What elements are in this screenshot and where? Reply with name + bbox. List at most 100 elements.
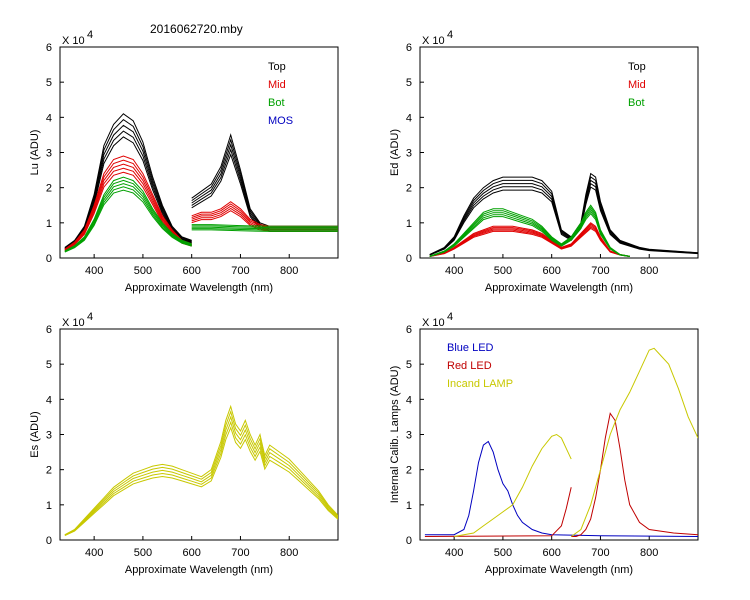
es-x-axis-label: Approximate Wavelength (nm) [125,564,273,576]
lamps-plot-area [424,347,698,537]
lu-series-mid-line [191,201,338,227]
lamps-legend-item: Red LED [447,360,492,372]
lamps-y-axis-label: Internal Calib. Lamps (ADU) [389,366,401,504]
ed-x-tick-label: 700 [591,265,609,277]
lamps-series-incand-lamp-line [570,347,698,537]
lu-x-axis-label: Approximate Wavelength (nm) [125,282,273,294]
lu-legend-item: MOS [268,115,293,127]
lu-series-bot-line [64,186,192,253]
ed-legend-item: Top [628,61,646,73]
lu-series-top-line [191,133,338,227]
es-series-es-line [64,426,338,537]
lu-y-tick-label: 3 [46,148,52,160]
ed-y-tick-label: 1 [406,218,412,230]
es-y-tick-label: 1 [46,500,52,512]
ed-x-tick-label: 500 [494,265,512,277]
lu-x-tick-label: 800 [280,265,298,277]
ed-y-tick-label: 2 [406,183,412,195]
lu-plot-area [64,113,338,253]
lu-y-tick-label: 1 [46,218,52,230]
ed-series-mid-line [429,227,630,257]
lamps-x-axis-label: Approximate Wavelength (nm) [485,564,633,576]
ed-series-top-line [429,186,698,256]
lamps-series-red-led-line [571,412,698,537]
ed-series-bot-line [429,210,630,257]
lu-y-tick-label: 2 [46,183,52,195]
lamps-y-tick-label: 0 [406,535,412,547]
ed-legend-item: Mid [628,79,646,91]
lu-series-bot-line [191,225,338,229]
ed-series-mid-line [429,223,630,257]
es-x-tick-label: 700 [231,547,249,559]
lu-y-tick-label: 5 [46,77,52,89]
ed-x-tick-label: 800 [640,265,658,277]
lamps-y-tick-label: 4 [406,394,412,406]
es-x-tick-label: 600 [183,547,201,559]
es-y-tick-label: 4 [46,394,52,406]
lu-x-tick-label: 700 [231,265,249,277]
lu-series-bot-line [64,189,192,253]
lu-series-bot-line [64,183,192,252]
lu-series-top-line [191,143,338,230]
ed-y-tick-label: 6 [406,42,412,54]
lamps-y-tick-label: 1 [406,500,412,512]
lu-series-top-line [191,148,338,231]
es-plot-frame [59,328,339,541]
es-y-tick-label: 2 [46,465,52,477]
lamps-y-tick-label: 3 [406,430,412,442]
es-x-tick-label: 400 [85,547,103,559]
ed-series-mid-line [429,226,630,257]
ed-series-bot-line [429,212,630,257]
lu-x-tick-label: 400 [85,265,103,277]
lu-exponent-power: 4 [87,29,93,41]
es-series-es-line [64,420,338,536]
figure-title: 2016062720.mby [150,22,243,36]
lamps-x-tick-label: 800 [640,547,658,559]
es-series-es-line [64,410,338,536]
lamps-x-tick-label: 700 [591,547,609,559]
es-y-tick-label: 0 [46,535,52,547]
lamps-exponent-label: X 10 [422,317,445,329]
es-series-es-line [64,404,338,536]
lu-series-bot-line [191,228,338,231]
lu-y-tick-label: 4 [46,112,52,124]
es-y-tick-label: 6 [46,324,52,336]
ed-y-tick-label: 4 [406,112,412,124]
ed-plot-area [429,172,698,257]
lamps-x-tick-label: 500 [494,547,512,559]
es-plot-area [64,404,338,537]
lamps-series-blue-led-line [424,440,698,537]
es-exponent-label: X 10 [62,317,85,329]
lu-x-tick-label: 600 [183,265,201,277]
lamps-y-tick-label: 6 [406,324,412,336]
lamps-y-tick-label: 5 [406,359,412,371]
lamps-series-red-led-line [424,487,572,537]
es-y-tick-label: 3 [46,430,52,442]
ed-y-tick-label: 3 [406,148,412,160]
lu-series-top-line [191,153,338,232]
es-x-tick-label: 800 [280,547,298,559]
es-y-tick-label: 5 [46,359,52,371]
es-exponent-power: 4 [87,311,93,323]
lu-series-bot-line [191,226,338,230]
es-x-tick-label: 500 [134,547,152,559]
lu-series-bot-line [191,229,338,232]
lu-series-bot-line [191,224,338,227]
lu-series-top-line [64,118,192,249]
lamps-x-tick-label: 400 [445,547,463,559]
lu-x-tick-label: 500 [134,265,152,277]
lamps-series-incand-lamp-line [454,433,572,537]
lu-series-bot-line [64,179,192,252]
ed-y-tick-label: 5 [406,77,412,89]
lu-exponent-label: X 10 [62,35,85,47]
lu-y-tick-label: 6 [46,42,52,54]
ed-x-tick-label: 600 [543,265,561,277]
lamps-x-tick-label: 600 [543,547,561,559]
ed-x-axis-label: Approximate Wavelength (nm) [485,282,633,294]
lu-series-top-line [191,138,338,229]
ed-y-axis-label: Ed (ADU) [389,129,401,176]
